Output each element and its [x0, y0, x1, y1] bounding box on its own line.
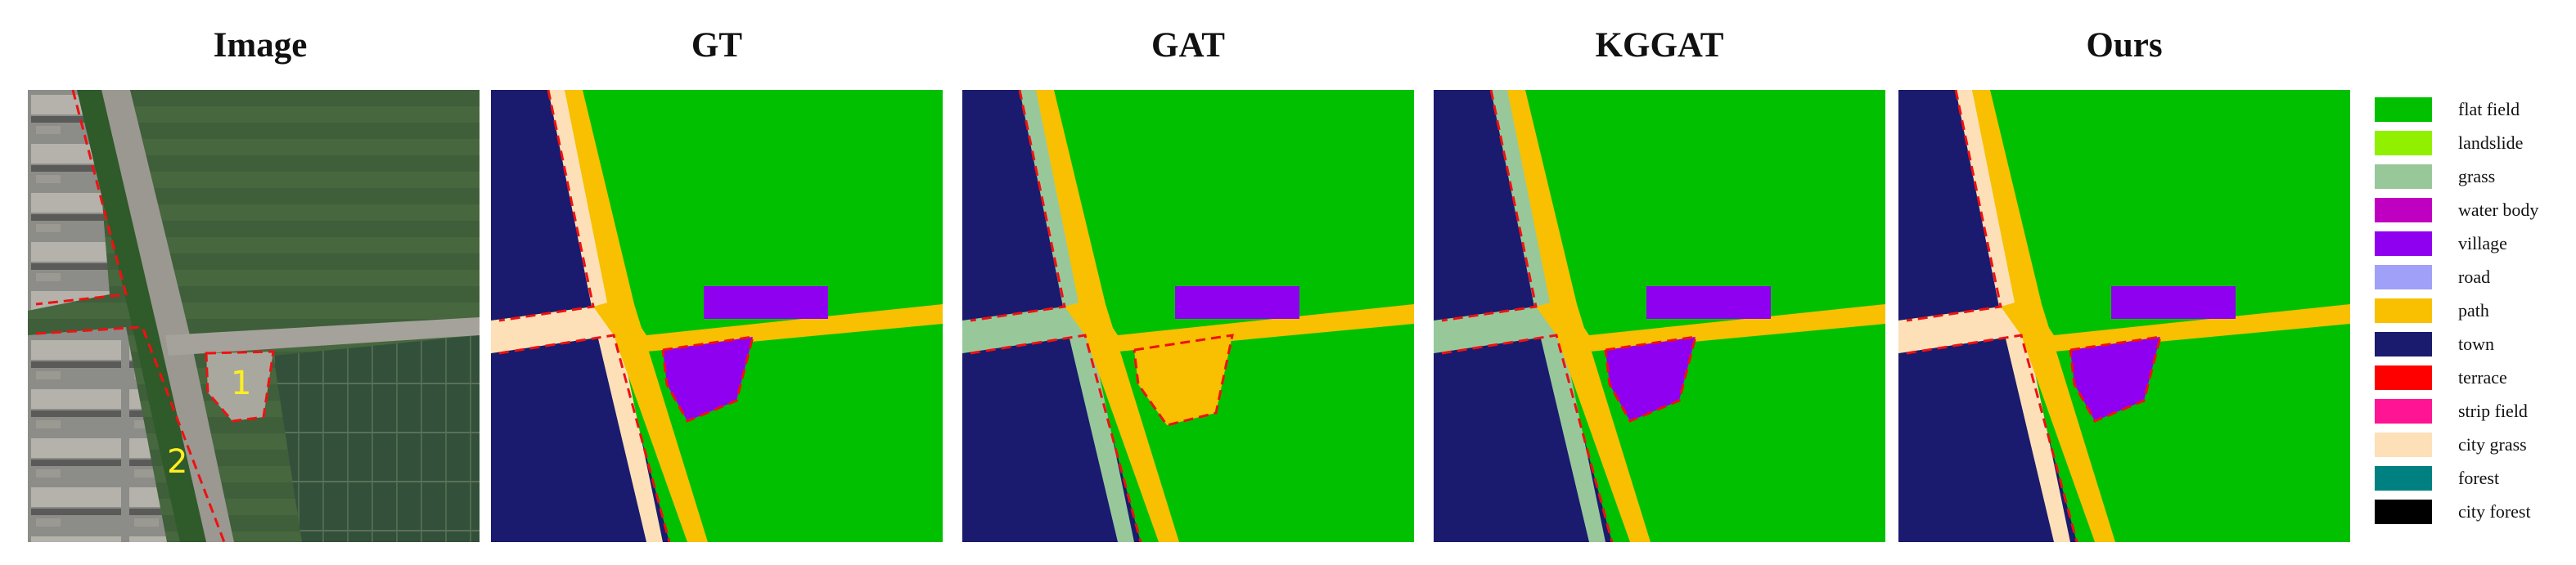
legend-swatch [2375, 500, 2432, 524]
annotation-label-2: 2 [167, 443, 187, 481]
legend-item-forest: forest [2375, 464, 2576, 493]
legend-item-terrace: terrace [2375, 363, 2576, 392]
legend-item-town: town [2375, 330, 2576, 359]
legend-label: grass [2458, 166, 2496, 186]
gt-segmentation-panel [491, 90, 943, 542]
ours-segmentation-map [1898, 90, 2350, 542]
legend-item-road: road [2375, 262, 2576, 292]
legend-item-flat-field: flat field [2375, 95, 2576, 124]
legend-label: terrace [2458, 367, 2507, 388]
legend-item-path: path [2375, 296, 2576, 325]
legend-swatch [2375, 399, 2432, 424]
panel-title-kggat: KGGAT [1595, 26, 1724, 65]
legend-label: landslide [2458, 132, 2524, 153]
panel-title-image: Image [213, 26, 308, 65]
kggat-segmentation-panel [1434, 90, 1885, 542]
legend-swatch [2375, 365, 2432, 390]
legend-item-city-forest: city forest [2375, 497, 2576, 527]
legend-label: city forest [2458, 501, 2531, 522]
legend-item-strip-field: strip field [2375, 397, 2576, 426]
legend-item-water-body: water body [2375, 195, 2576, 225]
legend-label: water body [2458, 200, 2539, 220]
legend-swatch [2375, 433, 2432, 457]
kggat-segmentation-map [1434, 90, 1885, 542]
legend-label: road [2458, 267, 2491, 287]
legend-swatch [2375, 332, 2432, 356]
legend-swatch [2375, 97, 2432, 122]
legend-swatch [2375, 231, 2432, 256]
panel-title-gat: GAT [1151, 26, 1225, 65]
annotation-label-1: 1 [231, 365, 251, 402]
panel-title-ours: Ours [2086, 26, 2163, 65]
legend-swatch [2375, 164, 2432, 189]
legend-label: city grass [2458, 434, 2527, 455]
legend-label: town [2458, 334, 2494, 354]
gat-segmentation-panel [962, 90, 1414, 542]
legend-swatch [2375, 131, 2432, 155]
legend-item-city-grass: city grass [2375, 430, 2576, 460]
legend-item-grass: grass [2375, 162, 2576, 191]
legend-swatch [2375, 298, 2432, 323]
gat-segmentation-map [962, 90, 1414, 542]
legend-label: strip field [2458, 401, 2528, 421]
legend-swatch [2375, 466, 2432, 491]
legend-item-village: village [2375, 229, 2576, 258]
legend-label: flat field [2458, 99, 2520, 119]
legend-item-landslide: landslide [2375, 128, 2576, 158]
legend-swatch [2375, 198, 2432, 222]
legend-label: path [2458, 300, 2489, 321]
legend-swatch [2375, 265, 2432, 289]
gt-segmentation-map [491, 90, 943, 542]
satellite-image-panel: 1 2 [28, 90, 480, 542]
legend-label: forest [2458, 468, 2500, 488]
satellite-image: 1 2 [28, 90, 480, 542]
ours-segmentation-panel [1898, 90, 2350, 542]
panel-title-gt: GT [691, 26, 743, 65]
legend-label: village [2458, 233, 2507, 253]
